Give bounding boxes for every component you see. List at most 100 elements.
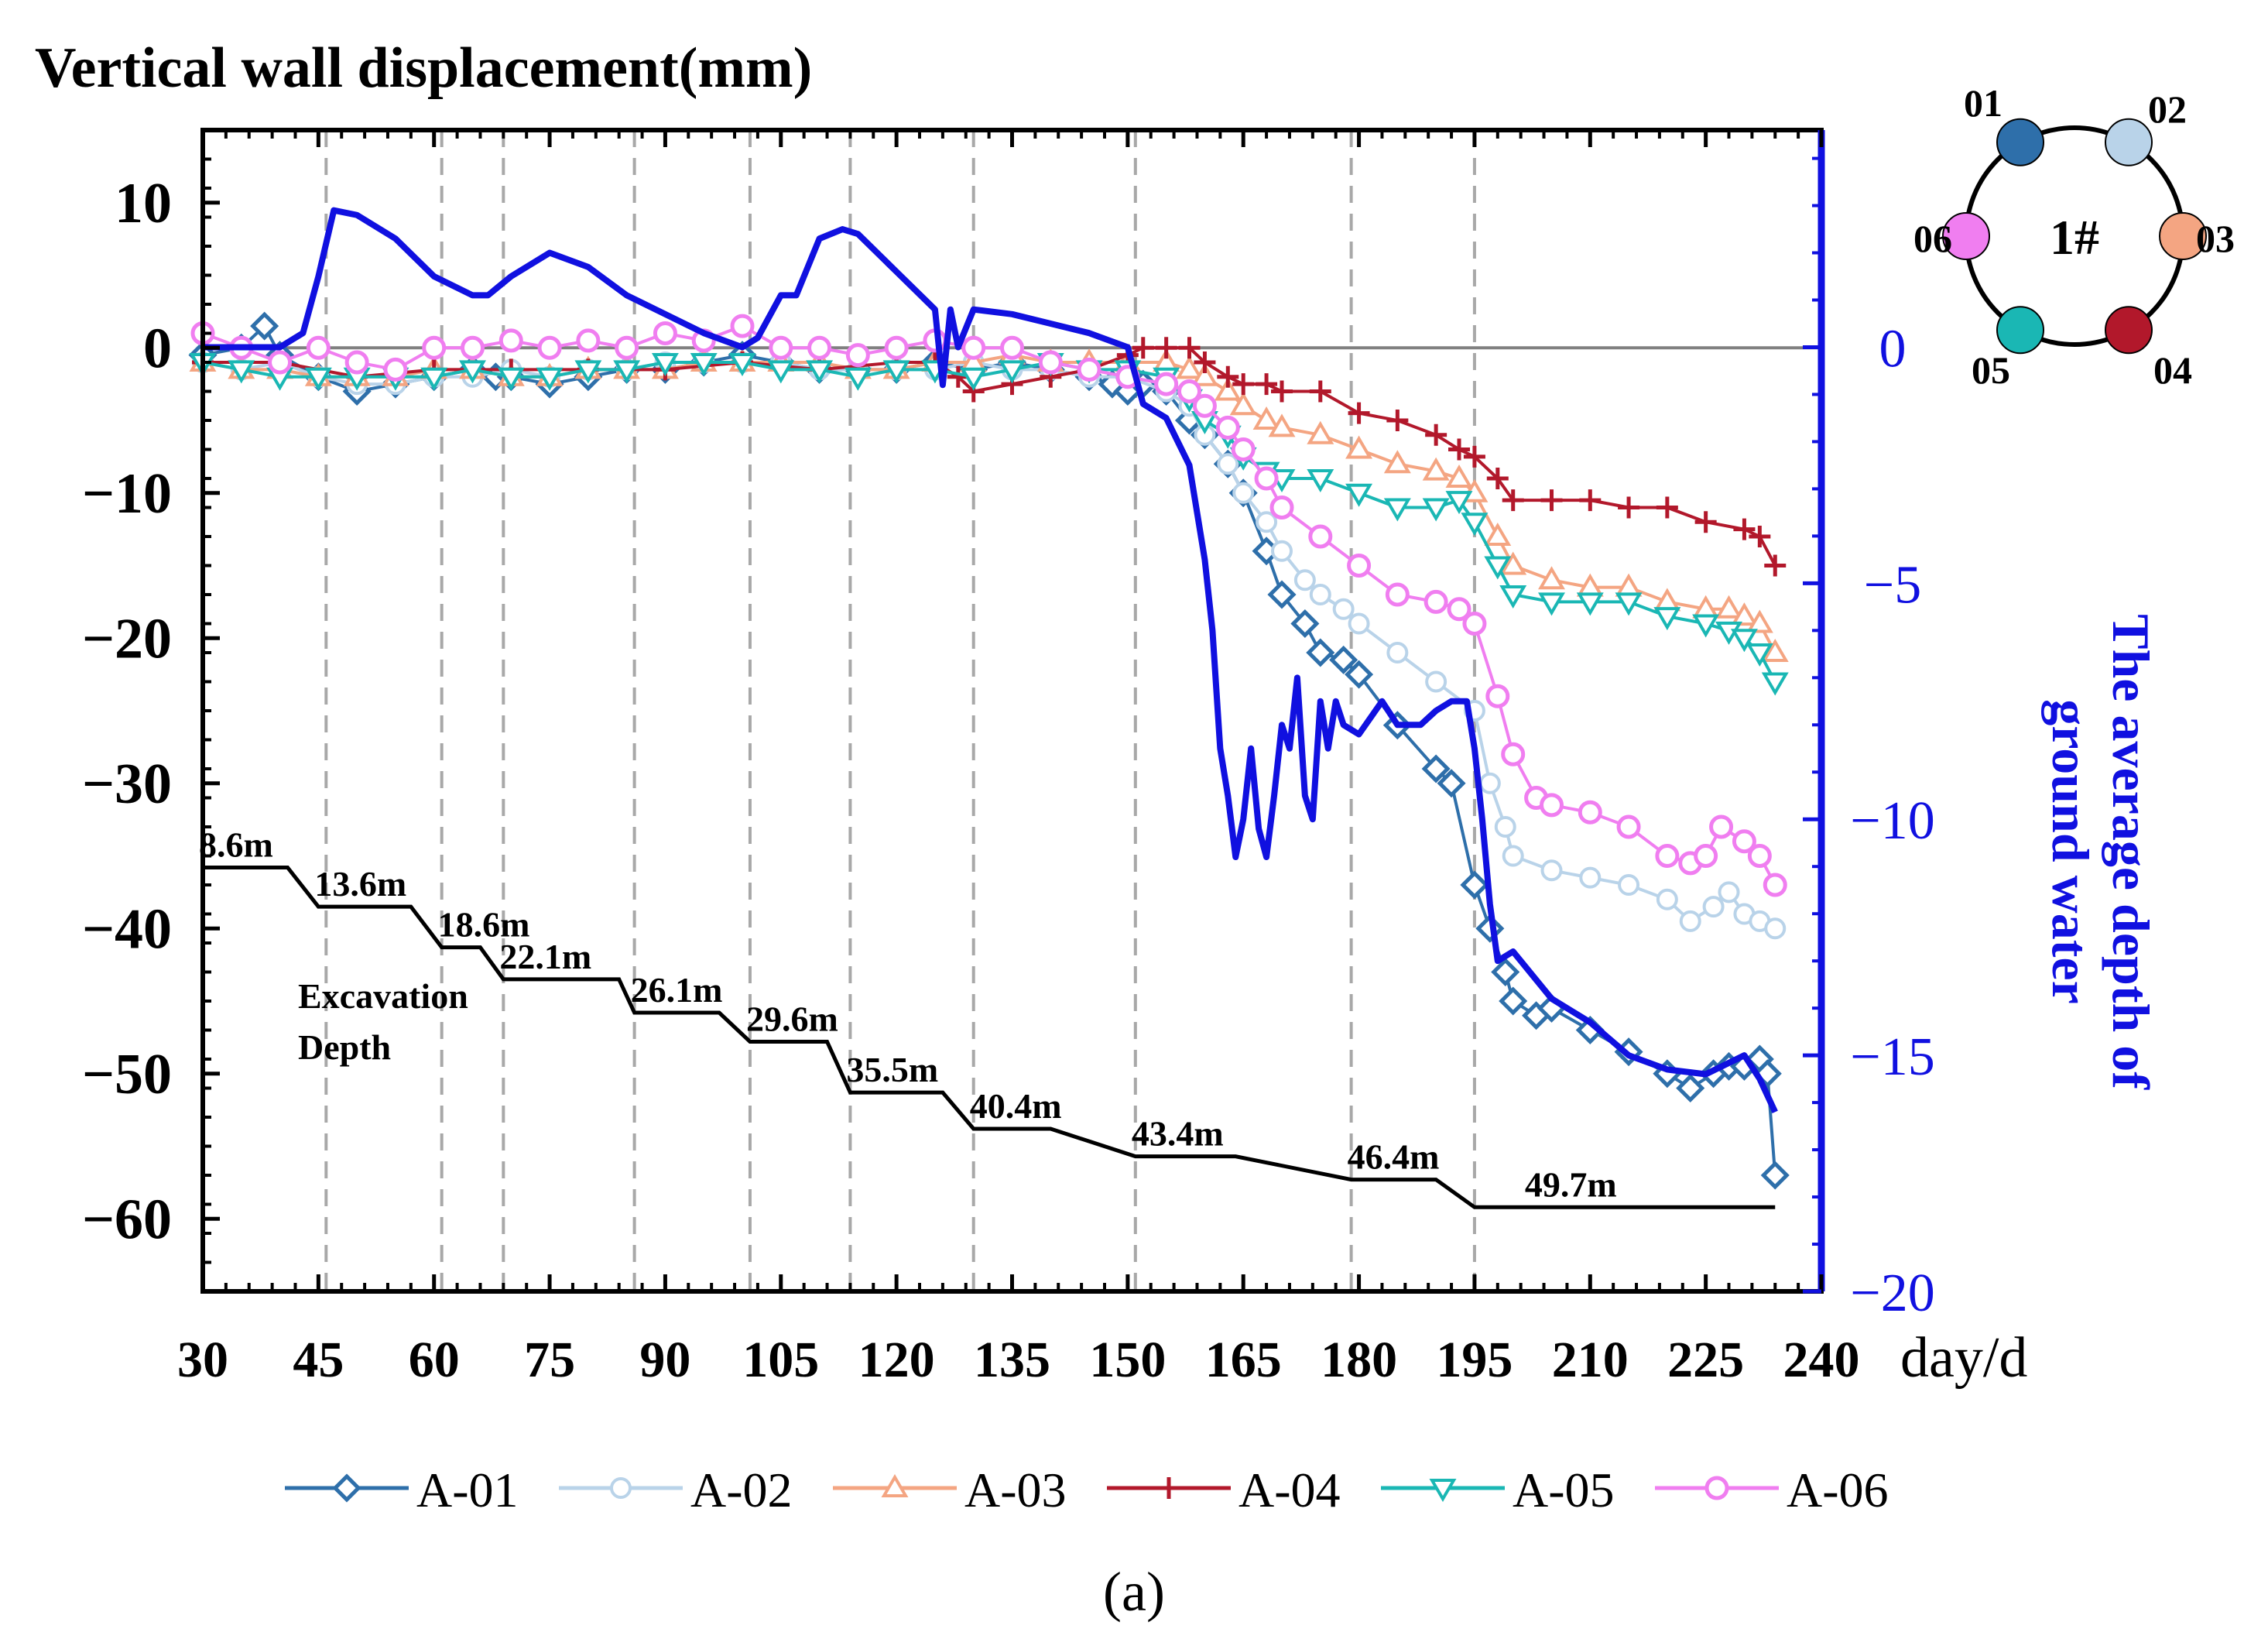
legend-marker-A-01 <box>332 1473 361 1503</box>
x-tick-label-7: 135 <box>974 1332 1050 1388</box>
data-point-A-05-15 <box>767 360 795 384</box>
data-point-A-06-12 <box>653 321 677 345</box>
data-point-A-06-29 <box>1231 437 1256 461</box>
y-tick-label-7: −60 <box>82 1188 172 1251</box>
data-point-A-04-23 <box>1256 373 1278 396</box>
data-point-A-05-33 <box>1345 483 1373 507</box>
data-point-A-04-18 <box>1155 337 1177 359</box>
excavation-step-label-4: 26.1m <box>631 970 723 1010</box>
legend-item-A-03: A-03 <box>833 1462 1067 1517</box>
data-point-A-05-34 <box>1383 498 1411 522</box>
data-point-A-06-23 <box>1077 357 1101 382</box>
data-point-A-04-36 <box>1656 496 1678 519</box>
data-point-A-05-32 <box>1307 469 1334 492</box>
data-point-A-05-41 <box>1576 592 1604 616</box>
data-point-A-02-46 <box>1679 910 1701 932</box>
legend-label-A-06: A-06 <box>1787 1462 1889 1517</box>
series-line-A-03 <box>202 353 1777 653</box>
data-point-A-06-47 <box>1709 814 1734 839</box>
data-point-A-02-43 <box>1579 866 1602 889</box>
legend-label-A-02: A-02 <box>690 1462 793 1517</box>
data-point-A-06-17 <box>845 343 870 368</box>
data-point-A-04-17 <box>1132 337 1154 359</box>
data-point-A-03-32 <box>1307 420 1334 444</box>
data-point-A-03-35 <box>1422 457 1450 481</box>
legend-marker-A-03 <box>881 1474 909 1497</box>
data-point-A-06-2 <box>268 350 293 375</box>
data-point-A-03-40 <box>1538 566 1565 590</box>
x-tick-label-11: 195 <box>1436 1332 1513 1388</box>
data-point-A-01-2 <box>250 311 279 341</box>
excavation-step-label-8: 43.4m <box>1132 1114 1224 1154</box>
data-point-A-06-44 <box>1655 844 1680 868</box>
legend-item-A-02: A-02 <box>559 1462 793 1517</box>
data-point-A-01-58 <box>1760 1161 1790 1190</box>
data-point-A-06-21 <box>1000 335 1024 360</box>
excavation-step-label-10: 49.7m <box>1525 1164 1617 1204</box>
y2-tick-label-4: −20 <box>1850 1264 1934 1323</box>
data-point-A-04-37 <box>1694 511 1717 533</box>
series-A-02 <box>192 351 1787 940</box>
data-point-A-04-40 <box>1764 554 1787 577</box>
data-point-A-02-37 <box>1425 670 1447 693</box>
data-point-A-02-34 <box>1332 598 1355 620</box>
excavation-step-label-0: 8.6m <box>199 825 273 865</box>
data-point-A-03-46 <box>1730 602 1758 626</box>
data-point-A-05-43 <box>1653 607 1681 631</box>
x-tick-label-3: 75 <box>524 1332 575 1388</box>
data-point-A-04-21 <box>1217 365 1239 388</box>
data-point-A-06-34 <box>1385 582 1410 607</box>
data-point-A-06-6 <box>422 335 447 360</box>
data-point-A-05-38 <box>1484 556 1512 580</box>
data-point-A-05-18 <box>882 360 910 384</box>
data-point-A-05-39 <box>1499 585 1527 609</box>
x-tick-label-4: 90 <box>639 1332 690 1388</box>
data-point-A-03-48 <box>1761 639 1789 662</box>
data-point-A-06-39 <box>1501 742 1526 766</box>
data-point-A-05-6 <box>420 367 448 391</box>
data-point-A-06-18 <box>884 335 909 360</box>
data-point-A-03-33 <box>1345 435 1373 459</box>
data-point-A-02-41 <box>1502 845 1524 867</box>
series-line-A-02 <box>202 360 1776 931</box>
data-point-A-05-7 <box>459 360 486 384</box>
data-point-A-02-45 <box>1656 888 1678 910</box>
data-point-A-06-30 <box>1254 466 1279 491</box>
legend-marker-A-04 <box>1158 1477 1180 1499</box>
excavation-step-label-3: 22.1m <box>499 937 591 976</box>
data-point-A-03-27 <box>1191 362 1218 386</box>
monitoring-point-05 <box>1996 306 2044 355</box>
data-point-A-06-28 <box>1215 415 1240 440</box>
data-point-A-04-28 <box>1425 423 1447 446</box>
chart-title: Vertical wall displacement(mm) <box>35 36 812 100</box>
monitoring-point-label-02: 02 <box>2148 87 2187 131</box>
data-point-A-06-27 <box>1192 393 1217 418</box>
legend-item-A-05: A-05 <box>1381 1462 1615 1517</box>
data-point-A-06-43 <box>1616 814 1641 839</box>
monitoring-point-04 <box>2105 306 2153 355</box>
y2-axis-label: The average depth of ground water <box>2041 614 2160 1090</box>
legend-item-A-04: A-04 <box>1107 1462 1341 1517</box>
monitoring-point-label-03: 03 <box>2196 217 2235 260</box>
data-point-A-06-15 <box>769 335 793 360</box>
data-point-A-05-37 <box>1461 513 1489 537</box>
legend-label-A-04: A-04 <box>1238 1462 1341 1517</box>
data-point-A-05-21 <box>999 360 1026 384</box>
excavation-step-label-2: 18.6m <box>438 905 530 945</box>
data-point-A-02-29 <box>1232 482 1255 504</box>
figure-caption: (a) <box>1103 1561 1165 1623</box>
data-point-A-05-20 <box>960 367 988 391</box>
x-tick-label-9: 165 <box>1205 1332 1282 1388</box>
x-axis-label: day/d <box>1900 1326 2027 1390</box>
data-point-A-04-27 <box>1386 410 1409 431</box>
data-point-A-03-36 <box>1445 465 1473 488</box>
data-point-A-01-52 <box>1676 1073 1705 1103</box>
data-point-A-03-34 <box>1383 450 1411 474</box>
data-point-A-05-8 <box>497 367 525 391</box>
data-point-A-06-22 <box>1038 350 1063 375</box>
data-point-A-05-11 <box>613 360 641 384</box>
excavation-step-label-1: 13.6m <box>314 864 406 904</box>
data-point-A-06-42 <box>1578 800 1602 825</box>
